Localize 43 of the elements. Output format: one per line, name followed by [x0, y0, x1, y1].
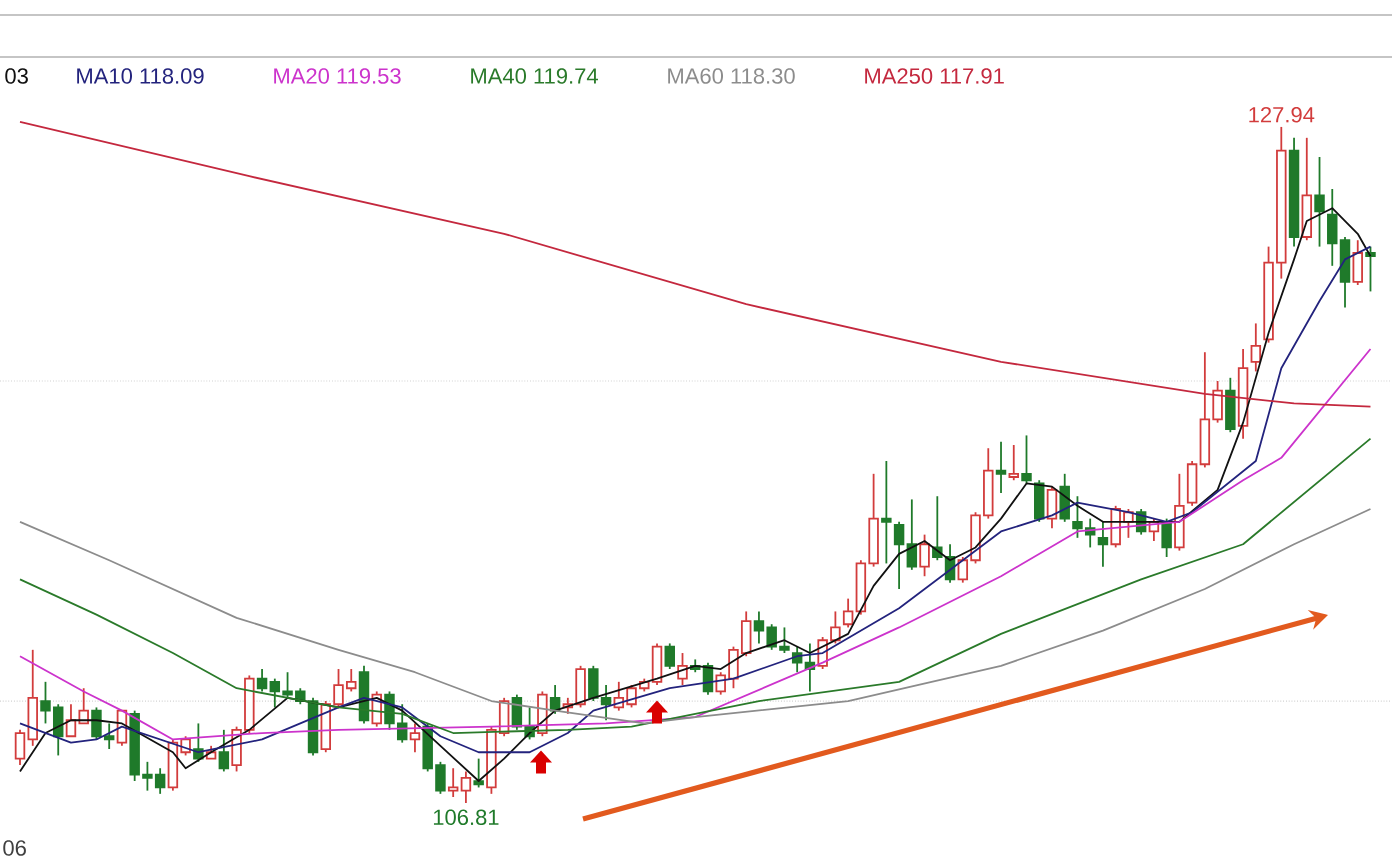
text: MA60 118.30 [668, 68, 795, 84]
text: MA10 118.09 [77, 68, 204, 84]
candlestick [1314, 156, 1325, 248]
candlestick [919, 533, 930, 578]
candlestick [957, 556, 969, 584]
candlestick [1072, 495, 1083, 539]
candlestick [409, 722, 421, 754]
candlestick [779, 626, 790, 654]
candlestick [995, 440, 1007, 494]
text: 06 [3, 840, 26, 856]
candlestick [142, 760, 153, 792]
candlestick [473, 757, 484, 789]
candlestick [893, 520, 905, 590]
candlestick [218, 728, 230, 773]
text: 03 [5, 68, 28, 84]
candlestick [460, 770, 472, 805]
candlestick [269, 677, 281, 709]
candlestick [154, 767, 166, 795]
candlestick [1097, 520, 1109, 568]
candlestick [282, 671, 293, 699]
candlestick [447, 767, 459, 798]
candlestick [753, 610, 765, 645]
candlestick [906, 498, 918, 571]
candlestick [346, 668, 357, 693]
candlestick [881, 460, 892, 565]
candlestick [256, 668, 268, 693]
candlestick [1250, 322, 1262, 373]
candlestick [1365, 245, 1376, 293]
candlestick [1008, 444, 1019, 482]
candlestick [103, 722, 115, 750]
text: MA250 117.91 [865, 68, 1004, 84]
candlestick [664, 642, 675, 670]
annotation: 127.94 [1249, 106, 1315, 123]
candlestick [600, 684, 612, 722]
candlestick [766, 623, 777, 651]
text: MA20 119.53 [274, 68, 401, 84]
annotation: 106.81 [433, 809, 499, 826]
candlestick [842, 597, 854, 629]
candlestick [830, 610, 841, 645]
text: MA40 119.74 [471, 68, 598, 84]
candlestick [1021, 434, 1032, 485]
candlestick [333, 668, 344, 709]
candlestick [40, 680, 51, 725]
